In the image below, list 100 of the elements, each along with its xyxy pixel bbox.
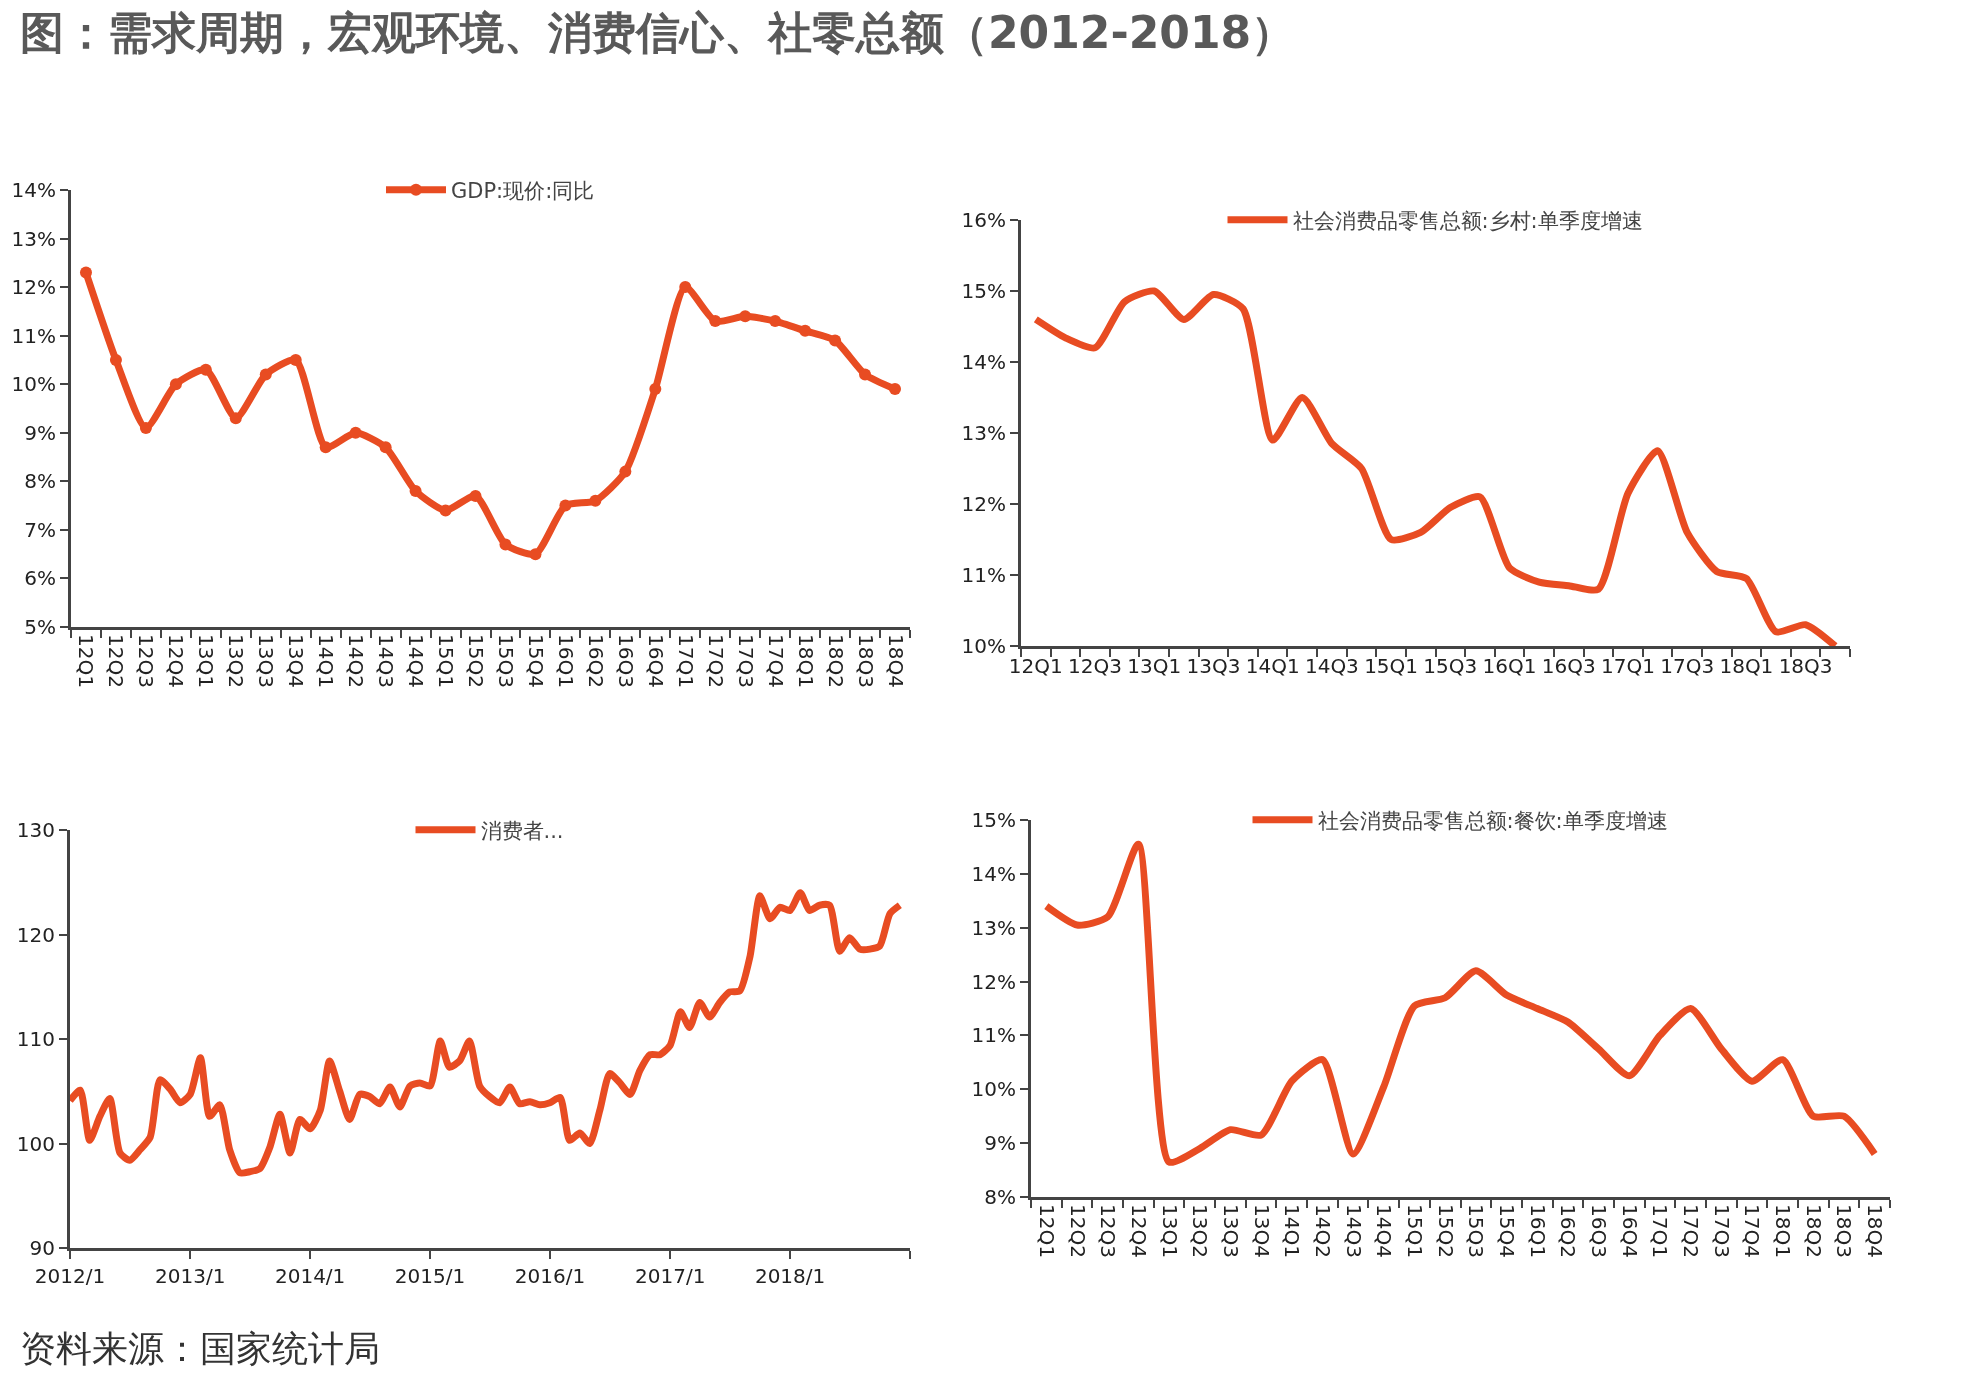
x-tick-label: 15Q3	[493, 634, 518, 688]
x-tick-label: 14Q1	[1245, 654, 1300, 678]
y-tick-label: 15%	[961, 279, 1006, 303]
point	[439, 504, 452, 517]
y-tick-label: 110	[16, 1027, 55, 1051]
y-tick-label: 11%	[961, 563, 1006, 587]
point	[589, 494, 602, 507]
point	[559, 499, 572, 512]
x-tick-label: 16Q1	[1525, 1204, 1550, 1258]
x-tick-label: 13Q1	[1157, 1204, 1182, 1258]
point	[889, 383, 902, 396]
y-tick-label: 10%	[11, 372, 56, 397]
y-tick-label: 8%	[984, 1185, 1016, 1209]
y-tick-label: 100	[16, 1131, 55, 1156]
point	[289, 353, 302, 366]
point	[859, 368, 872, 381]
y-tick-label: 8%	[24, 469, 56, 494]
y-tick-label: 14%	[971, 861, 1016, 886]
x-tick-label: 14Q1	[1280, 1204, 1305, 1258]
point	[349, 426, 362, 439]
x-tick-label: 13Q3	[254, 634, 279, 688]
point	[499, 538, 512, 551]
legend-label: 消费者...	[480, 818, 564, 843]
x-tick-label: 18Q2	[823, 634, 848, 688]
y-tick-label: 14%	[11, 178, 56, 202]
point	[529, 548, 542, 561]
x-tick-label: 16Q2	[1556, 1204, 1581, 1258]
x-tick-label: 16Q1	[553, 634, 578, 688]
point	[709, 315, 722, 328]
x-tick-label: 16Q3	[613, 634, 638, 688]
x-tick-label: 12Q4	[1126, 1204, 1151, 1258]
chart-title: 图：需求周期，宏观环境、消费信心、社零总额（2012-2018）	[20, 6, 1296, 60]
point	[259, 368, 272, 381]
x-tick-label: 18Q3	[1832, 1204, 1857, 1258]
x-tick-label: 15Q3	[1423, 654, 1478, 678]
y-tick-label: 13%	[971, 915, 1016, 940]
point	[829, 334, 842, 347]
x-tick-label: 2015/1	[394, 1264, 466, 1288]
x-tick-label: 16Q3	[1587, 1204, 1612, 1258]
x-tick-label: 15Q1	[1364, 654, 1419, 678]
x-tick-label: 15Q4	[1495, 1204, 1520, 1258]
y-tick-label: 13%	[961, 421, 1006, 445]
y-tick-label: 15%	[971, 808, 1016, 832]
x-tick-label: 13Q2	[1188, 1204, 1213, 1258]
x-tick-label: 17Q2	[1679, 1204, 1704, 1258]
x-tick-label: 12Q2	[104, 634, 129, 688]
x-tick-label: 2016/1	[514, 1264, 586, 1288]
point	[139, 421, 152, 434]
x-tick-label: 17Q3	[733, 634, 758, 688]
y-tick-label: 11%	[11, 323, 56, 348]
y-tick-label: 13%	[11, 226, 56, 251]
point	[469, 489, 482, 502]
point	[619, 465, 632, 478]
x-tick-label: 18Q4	[883, 634, 908, 688]
y-tick-label: 11%	[971, 1023, 1016, 1048]
x-tick-label: 12Q2	[1065, 1204, 1090, 1258]
x-tick-label: 18Q1	[1719, 654, 1774, 678]
y-tick-label: 12%	[11, 275, 56, 300]
x-tick-label: 17Q1	[673, 634, 698, 688]
x-tick-label: 15Q2	[1433, 1204, 1458, 1258]
x-tick-label: 12Q3	[134, 634, 159, 688]
x-tick-label: 13Q3	[1218, 1204, 1243, 1258]
x-tick-label: 2013/1	[155, 1264, 226, 1288]
point	[769, 315, 782, 328]
x-tick-label: 16Q4	[1617, 1204, 1642, 1258]
y-tick-label: 10%	[971, 1077, 1016, 1102]
x-tick-label: 18Q3	[853, 634, 878, 688]
x-tick-label: 14Q3	[374, 634, 399, 688]
y-tick-label: 90	[29, 1236, 55, 1260]
y-tick-label: 10%	[961, 634, 1006, 658]
y-tick-label: 7%	[24, 517, 56, 542]
x-tick-label: 14Q2	[344, 634, 369, 688]
x-tick-label: 18Q3	[1778, 654, 1833, 678]
point	[169, 378, 182, 391]
x-tick-label: 2018/1	[754, 1264, 826, 1288]
x-tick-label: 16Q3	[1541, 654, 1596, 678]
x-tick-label: 13Q4	[1249, 1204, 1274, 1258]
x-tick-label: 18Q2	[1801, 1204, 1826, 1258]
y-tick-label: 6%	[24, 566, 56, 591]
y-tick-label: 120	[16, 922, 55, 947]
point	[79, 266, 92, 279]
y-tick-label: 9%	[984, 1131, 1016, 1156]
x-tick-label: 14Q4	[1372, 1204, 1397, 1258]
x-tick-label: 13Q3	[1186, 654, 1241, 678]
x-tick-label: 16Q4	[643, 634, 668, 688]
x-tick-label: 14Q3	[1341, 1204, 1366, 1258]
point	[379, 441, 392, 454]
x-tick-label: 13Q1	[194, 634, 219, 688]
x-tick-label: 15Q4	[523, 634, 548, 688]
x-tick-label: 13Q1	[1127, 654, 1182, 678]
x-tick-label: 17Q4	[1740, 1204, 1765, 1258]
x-tick-label: 12Q3	[1096, 1204, 1121, 1258]
point	[109, 353, 122, 366]
x-tick-label: 12Q1	[1008, 654, 1063, 678]
x-tick-label: 12Q4	[164, 634, 189, 688]
x-tick-label: 15Q3	[1464, 1204, 1489, 1258]
x-tick-label: 16Q2	[583, 634, 608, 688]
x-tick-label: 17Q1	[1600, 654, 1655, 678]
x-tick-label: 15Q1	[434, 634, 459, 688]
point	[739, 310, 752, 323]
